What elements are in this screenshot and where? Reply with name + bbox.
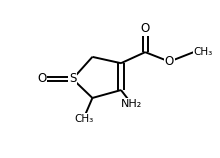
- Text: O: O: [37, 73, 46, 85]
- Text: CH₃: CH₃: [74, 113, 93, 124]
- Text: S: S: [69, 73, 76, 85]
- Text: CH₃: CH₃: [194, 47, 213, 57]
- Text: NH₂: NH₂: [121, 99, 143, 109]
- Text: O: O: [141, 22, 150, 35]
- Text: O: O: [165, 55, 174, 68]
